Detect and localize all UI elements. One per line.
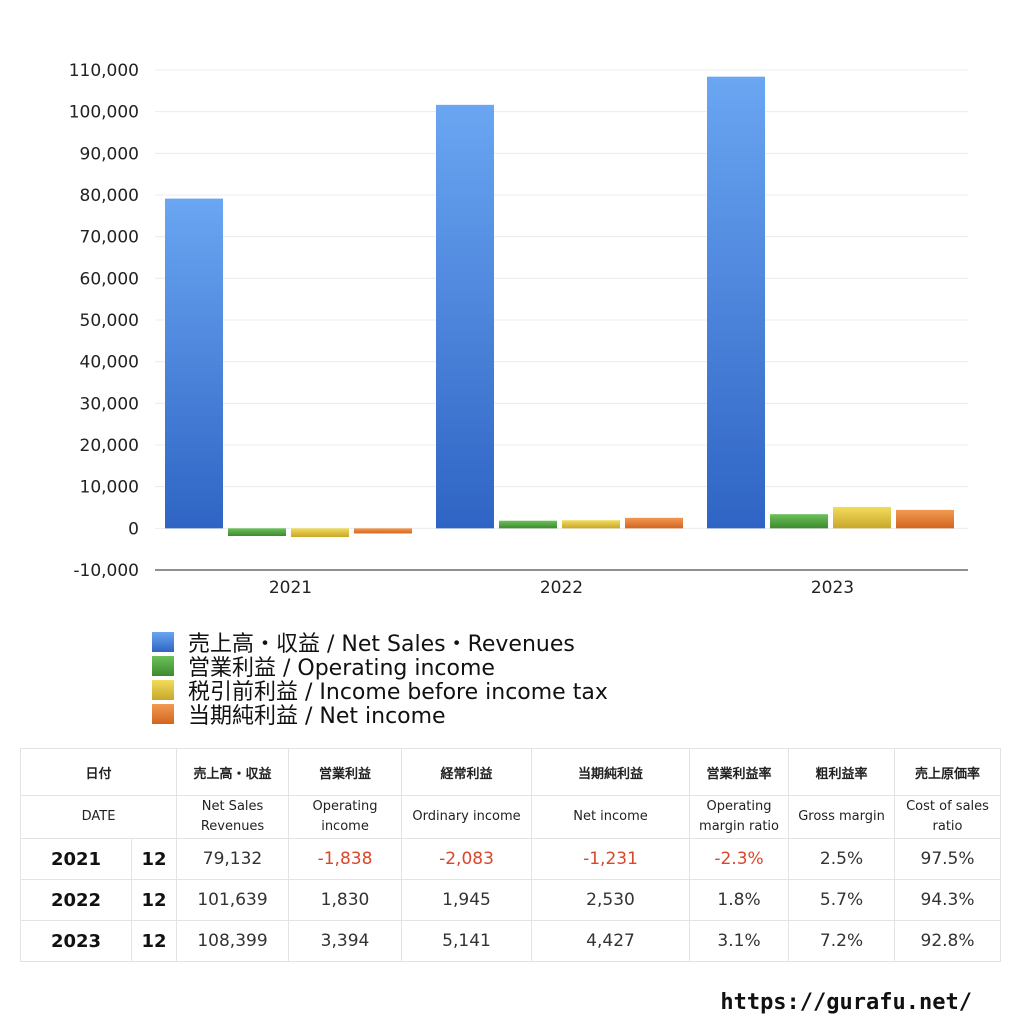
legend-swatch-net-income: [152, 704, 174, 724]
cell-year: 2021: [20, 838, 132, 880]
cell-ord: 1,945: [401, 879, 533, 921]
cell-gm: 7.2%: [788, 920, 896, 962]
bar-2023-series-1: [770, 514, 828, 529]
cell-opm: 3.1%: [689, 920, 790, 962]
header-ord-jp: 経常利益: [401, 748, 533, 796]
x-axis-ticks: 2021 2022 2023: [269, 578, 854, 598]
header-opm-jp: 営業利益率: [689, 748, 790, 796]
cell-sales: 101,639: [176, 879, 290, 921]
bar-2021-series-1: [228, 528, 286, 536]
cell-opm: 1.8%: [689, 879, 790, 921]
bar-2021-series-0: [165, 198, 223, 529]
cell-month: 12: [130, 879, 178, 921]
table-header-en: DATE Net Sales Revenues Operating income…: [19, 795, 1002, 839]
bar-2023-series-0: [707, 76, 765, 529]
legend-label: 営業利益 / Operating income: [188, 656, 495, 681]
y-tick-label: 0: [128, 519, 139, 539]
cell-cos: 97.5%: [894, 838, 1002, 880]
cell-net: 4,427: [531, 920, 691, 962]
y-tick-label: -10,000: [73, 561, 139, 581]
header-gm-jp: 粗利益率: [788, 748, 896, 796]
legend-swatch-operating-income: [152, 656, 174, 676]
y-axis-ticks: 110,000 100,000 90,000 80,000 70,000 60,000 50…: [69, 61, 139, 581]
cell-op: -1,838: [288, 838, 403, 880]
bars: [165, 76, 954, 538]
table-header-jp: 日付 売上高・収益 営業利益 経常利益 当期純利益 営業利益率 粗利益率 売上原…: [19, 748, 1002, 796]
legend-label: 税引前利益 / Income before income tax: [188, 680, 608, 705]
site-url: https://gurafu.net/: [720, 990, 972, 1015]
financial-table: 日付 売上高・収益 営業利益 経常利益 当期純利益 営業利益率 粗利益率 売上原…: [19, 748, 1002, 962]
legend-item-income-before-tax: 税引前利益 / Income before income tax: [152, 678, 608, 705]
x-tick-label: 2021: [269, 578, 312, 598]
y-tick-label: 90,000: [80, 144, 139, 164]
header-gm-en: Gross margin: [788, 795, 896, 839]
legend: 売上高・収益 / Net Sales・Revenues 営業利益 / Opera…: [152, 630, 608, 729]
bar-2022-series-0: [436, 104, 494, 529]
header-opm-en: Operating margin ratio: [689, 795, 790, 839]
legend-item-net-sales: 売上高・収益 / Net Sales・Revenues: [152, 630, 608, 657]
header-date-en: DATE: [19, 795, 178, 839]
cell-op: 1,830: [288, 879, 403, 921]
header-op-en: Operating income: [288, 795, 403, 839]
grid-lines: [155, 69, 968, 529]
x-tick-label: 2022: [540, 578, 583, 598]
x-tick-label: 2023: [811, 578, 854, 598]
legend-item-net-income: 当期純利益 / Net income: [152, 702, 608, 729]
table-row: 2021 12 79,132 -1,838 -2,083 -1,231 -2.3…: [20, 838, 1002, 880]
header-op-jp: 営業利益: [288, 748, 403, 796]
cell-year: 2023: [20, 920, 132, 962]
y-tick-label: 100,000: [69, 103, 139, 123]
cell-op: 3,394: [288, 920, 403, 962]
bar-2022-series-1: [499, 520, 557, 529]
cell-month: 12: [130, 920, 178, 962]
cell-net: 2,530: [531, 879, 691, 921]
cell-sales: 108,399: [176, 920, 290, 962]
table-row: 2023 12 108,399 3,394 5,141 4,427 3.1% 7…: [20, 920, 1002, 962]
header-cos-en: Cost of sales ratio: [894, 795, 1002, 839]
header-net-jp: 当期純利益: [531, 748, 691, 796]
y-tick-label: 50,000: [80, 311, 139, 331]
header-cos-jp: 売上原価率: [894, 748, 1002, 796]
legend-swatch-net-sales: [152, 632, 174, 652]
cell-ord: 5,141: [401, 920, 533, 962]
header-ord-en: Ordinary income: [401, 795, 533, 839]
y-tick-label: 20,000: [80, 436, 139, 456]
bar-chart: 110,000 100,000 90,000 80,000 70,000 60,000 50…: [69, 61, 968, 598]
table-row: 2022 12 101,639 1,830 1,945 2,530 1.8% 5…: [20, 879, 1002, 921]
cell-net: -1,231: [531, 838, 691, 880]
legend-label: 当期純利益 / Net income: [188, 704, 446, 729]
cell-cos: 94.3%: [894, 879, 1002, 921]
cell-ord: -2,083: [401, 838, 533, 880]
y-tick-label: 80,000: [80, 186, 139, 206]
legend-swatch-income-before-tax: [152, 680, 174, 700]
legend-item-operating-income: 営業利益 / Operating income: [152, 654, 608, 681]
cell-opm: -2.3%: [689, 838, 790, 880]
y-tick-label: 110,000: [69, 61, 139, 81]
header-sales-jp: 売上高・収益: [176, 748, 290, 796]
cell-gm: 5.7%: [788, 879, 896, 921]
header-net-en: Net income: [531, 795, 691, 839]
header-sales-en: Net Sales Revenues: [176, 795, 290, 839]
y-tick-label: 70,000: [80, 228, 139, 248]
header-date-jp: 日付: [19, 748, 178, 796]
cell-year: 2022: [20, 879, 132, 921]
cell-cos: 92.8%: [894, 920, 1002, 962]
bar-2023-series-2: [833, 506, 891, 529]
cell-sales: 79,132: [176, 838, 290, 880]
legend-label: 売上高・収益 / Net Sales・Revenues: [188, 632, 575, 657]
bar-2022-series-3: [625, 517, 683, 529]
y-tick-label: 30,000: [80, 394, 139, 414]
y-tick-label: 60,000: [80, 269, 139, 289]
bar-2023-series-3: [896, 509, 954, 529]
cell-month: 12: [130, 838, 178, 880]
bar-2022-series-2: [562, 520, 620, 529]
y-tick-label: 10,000: [80, 478, 139, 498]
bar-2021-series-2: [291, 528, 349, 538]
bar-2021-series-3: [354, 528, 412, 534]
y-tick-label: 40,000: [80, 353, 139, 373]
cell-gm: 2.5%: [788, 838, 896, 880]
